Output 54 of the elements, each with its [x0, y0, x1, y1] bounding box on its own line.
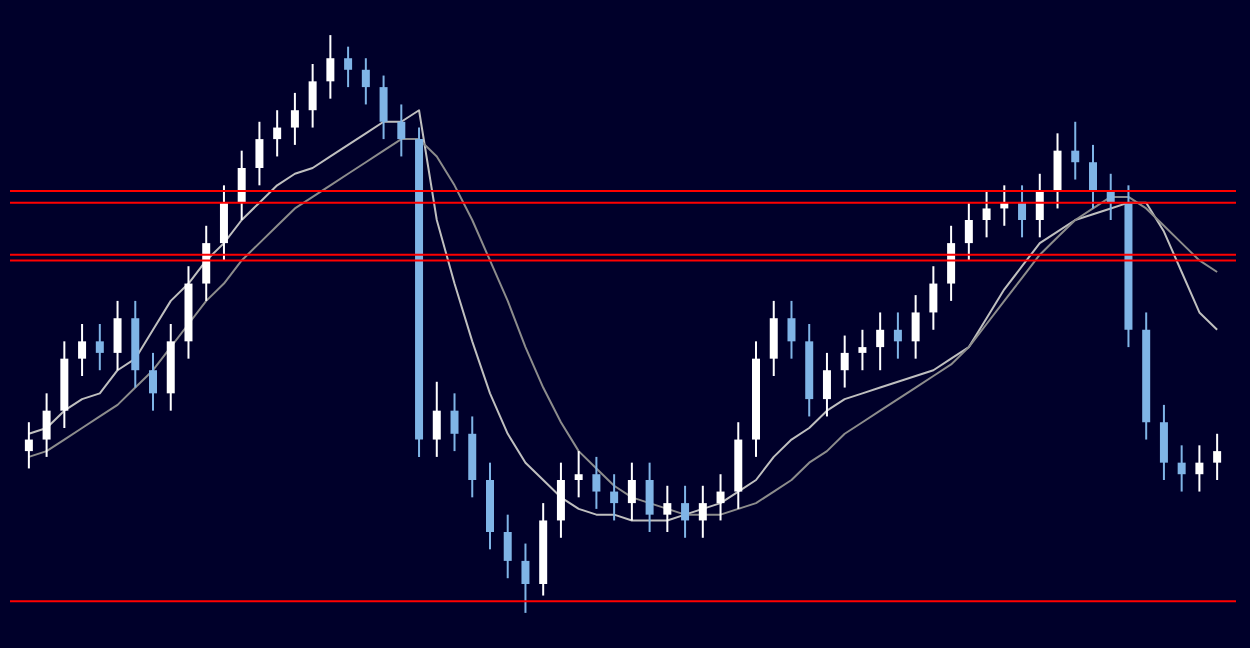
candlestick: [787, 299, 796, 360]
candlestick: [769, 299, 778, 377]
candlestick: [326, 34, 335, 100]
candlestick: [911, 294, 920, 360]
candlestick: [149, 351, 158, 412]
candlestick: [982, 190, 991, 239]
candlestick: [627, 461, 636, 522]
candlestick: [237, 149, 246, 221]
candlestick: [681, 484, 690, 539]
candlestick: [450, 392, 459, 453]
candlestick: [273, 109, 282, 158]
candlestick: [822, 351, 831, 418]
candlestick: [947, 224, 956, 302]
candlestick: [1018, 184, 1027, 239]
candlestick: [556, 461, 565, 539]
candlestick: [113, 299, 122, 372]
candlestick: [42, 392, 51, 458]
candlestick: [95, 323, 104, 372]
candlestick: [308, 63, 317, 129]
candlestick: [574, 450, 583, 499]
candlestick: [219, 184, 228, 262]
candlestick: [379, 74, 388, 141]
candlestick: [503, 513, 512, 580]
candlestick: [1195, 444, 1204, 493]
candlestick: [361, 57, 370, 106]
candlestick: [610, 473, 619, 522]
candlestick: [698, 484, 707, 539]
candlestick: [1159, 403, 1168, 481]
candlestick: [290, 91, 299, 146]
candlestick: [1177, 444, 1186, 493]
candlestick: [840, 334, 849, 389]
candlestick: [858, 328, 867, 372]
candlestick: [521, 542, 530, 614]
candlestick: [1213, 432, 1222, 481]
candlestick: [468, 415, 477, 499]
candlestick: [397, 103, 406, 158]
candlestick: [716, 473, 725, 522]
candlestick: [1035, 172, 1044, 239]
candlestick: [893, 311, 902, 360]
candlestick: [344, 45, 353, 89]
candlestick: [645, 461, 654, 533]
candlestick: [964, 201, 973, 262]
candlestick: [1071, 120, 1080, 181]
candlestick: [592, 455, 601, 510]
candlestick: [929, 265, 938, 331]
candlestick: [432, 380, 441, 458]
candlestick: [255, 120, 264, 187]
candlestick: [202, 224, 211, 302]
candlestick: [663, 484, 672, 533]
candlestick: [24, 421, 33, 470]
candlestick: [876, 311, 885, 372]
candlestick: [1088, 143, 1097, 210]
candlestick: [1053, 132, 1062, 210]
candlestick: [78, 323, 87, 377]
